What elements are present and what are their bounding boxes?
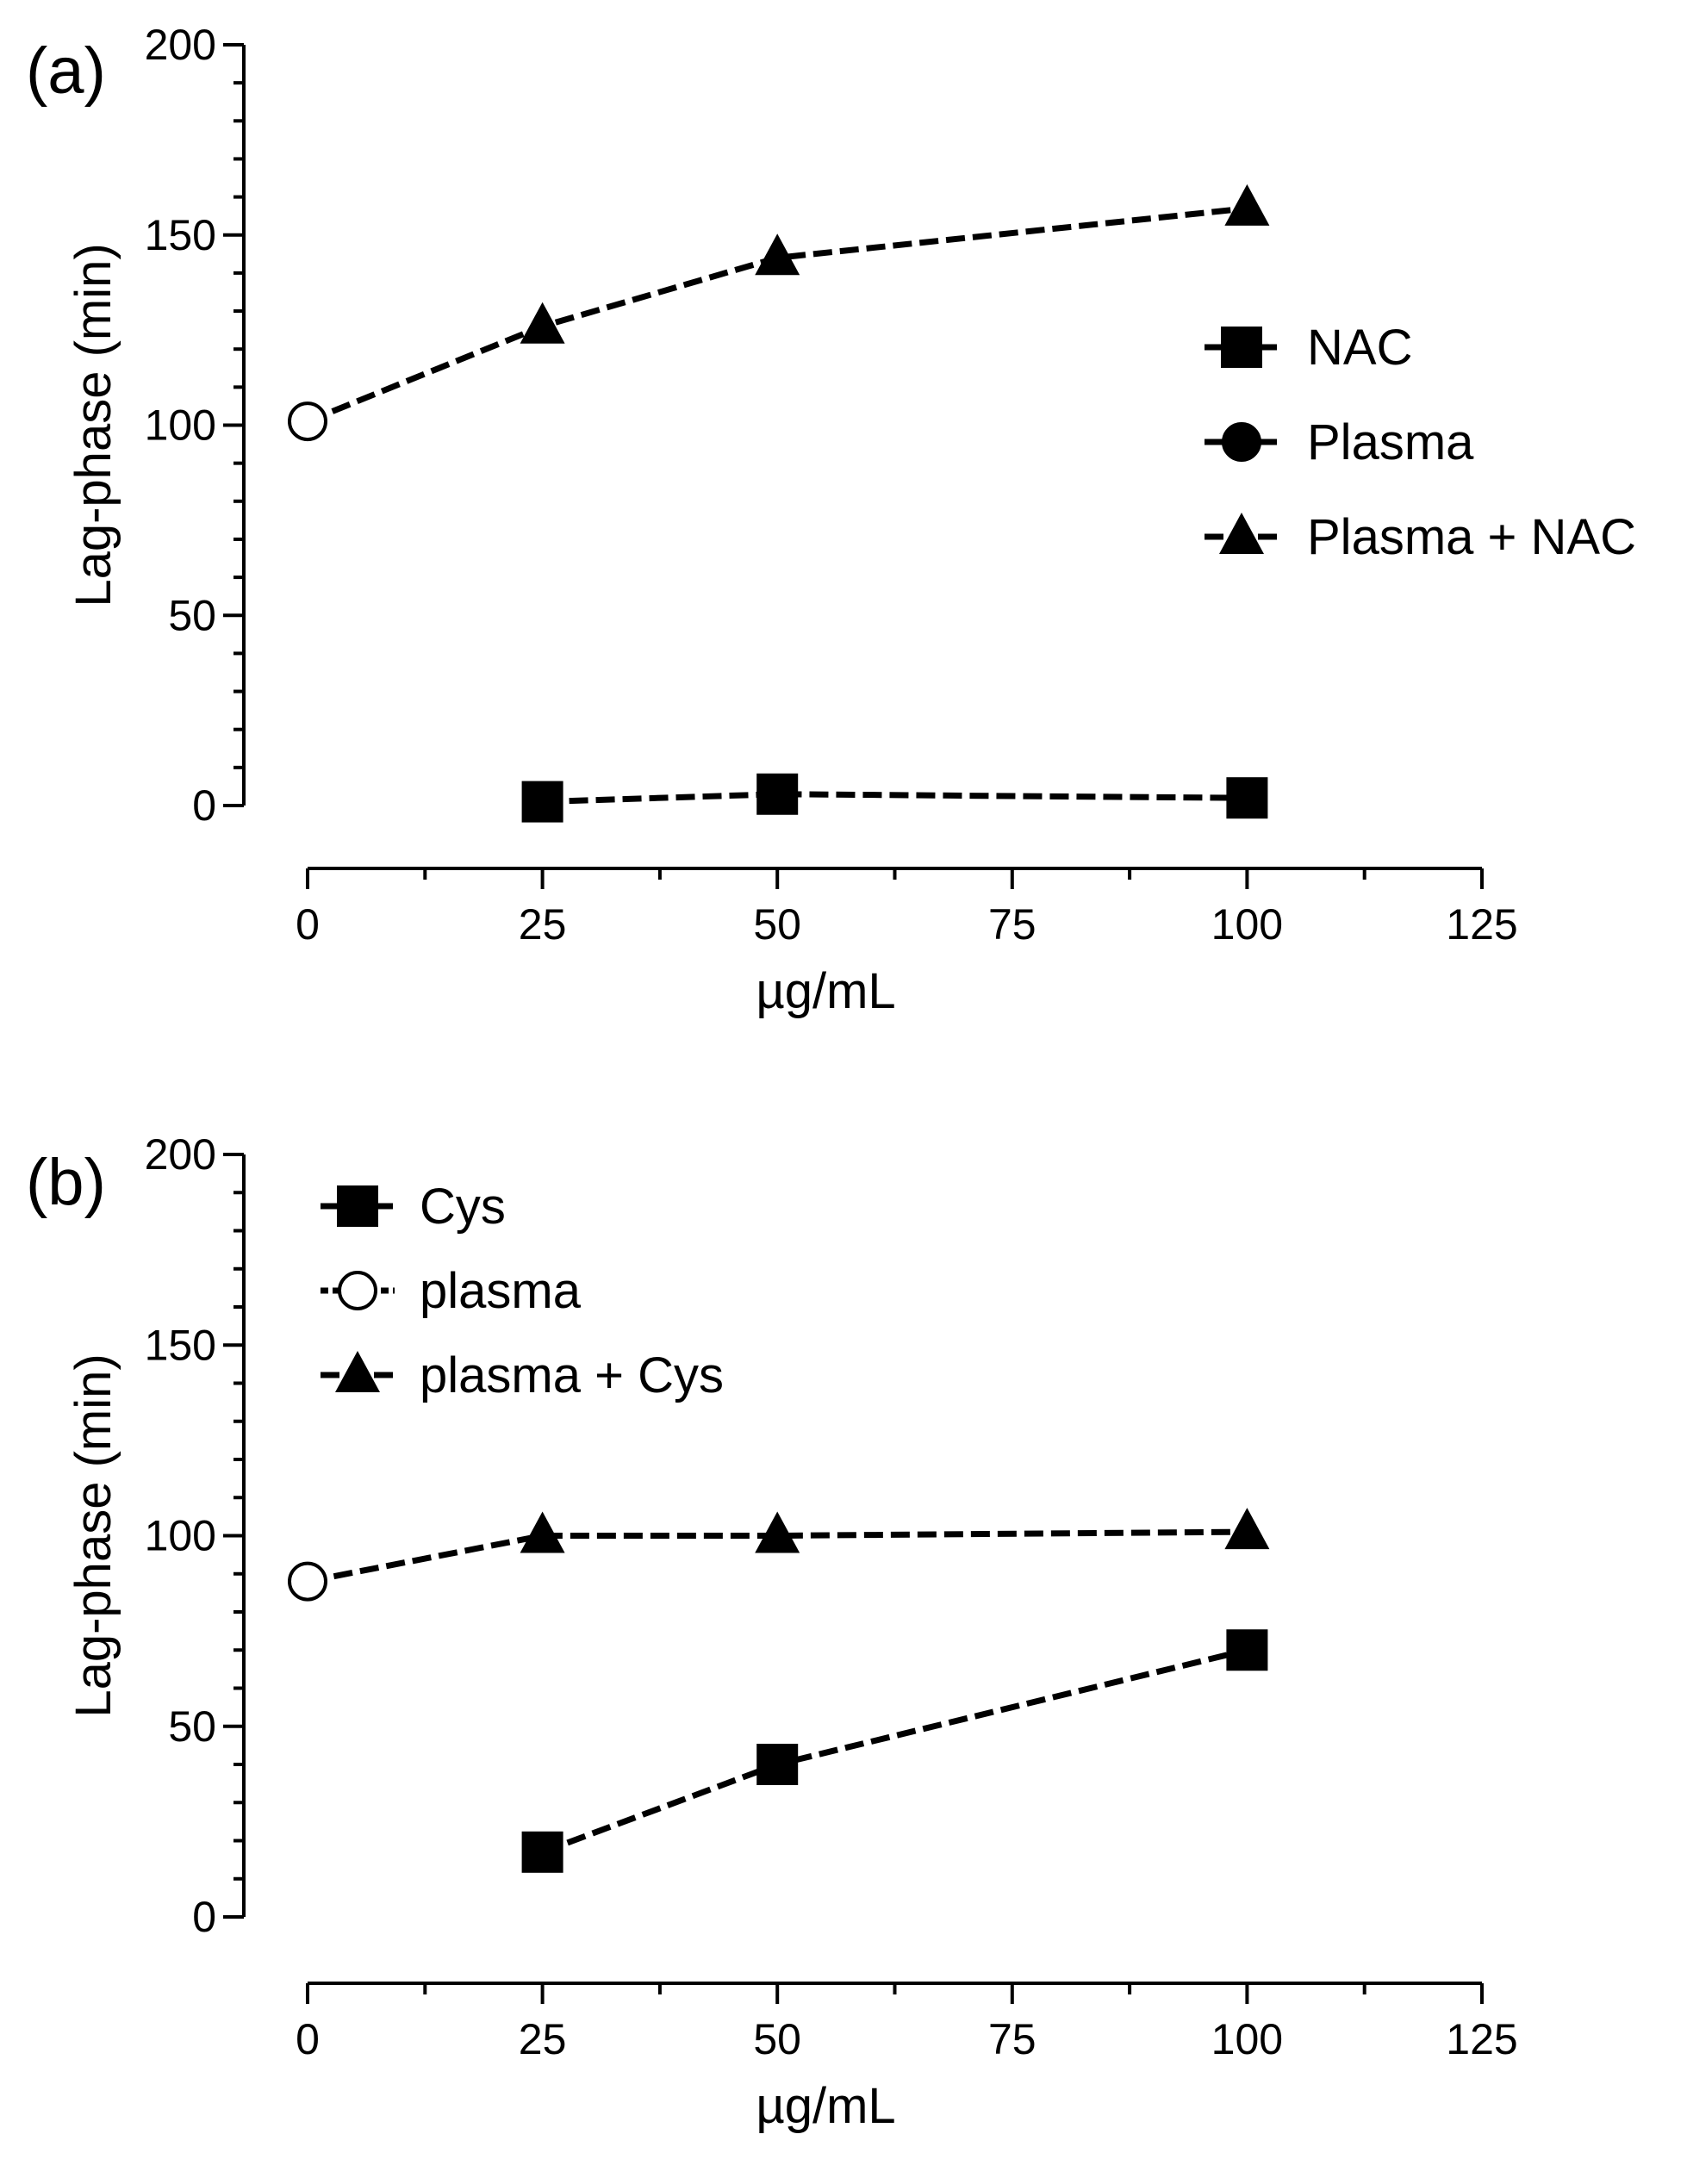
legend-entry: plasma + Cys xyxy=(321,1347,724,1403)
y-tick-label: 100 xyxy=(145,1512,216,1560)
series-line-triangle xyxy=(307,1528,1248,1585)
data-point-square xyxy=(1226,777,1268,819)
legend-marker-triangle xyxy=(1219,513,1264,554)
y-tick-label: 50 xyxy=(168,1702,216,1751)
legend-marker-circle xyxy=(1222,422,1261,462)
y-tick-label: 200 xyxy=(145,1130,216,1179)
panel-label: (a) xyxy=(26,34,106,108)
x-tick-label: 50 xyxy=(753,900,801,949)
legend-marker-square xyxy=(1221,327,1262,368)
y-tick-label: 0 xyxy=(192,1893,216,1941)
legend-marker-square xyxy=(337,1185,378,1227)
data-point-square xyxy=(521,1831,563,1873)
legend-marker-triangle xyxy=(335,1351,380,1392)
y-axis-label: Lag-phase (min) xyxy=(65,243,121,607)
x-tick-label: 0 xyxy=(296,2015,320,2063)
y-tick-label: 200 xyxy=(145,21,216,69)
data-point-triangle xyxy=(755,233,800,276)
y-axis-label: Lag-phase (min) xyxy=(65,1353,121,1717)
x-tick-label: 75 xyxy=(988,900,1036,949)
data-point-triangle xyxy=(1224,1508,1270,1550)
x-tick-label: 125 xyxy=(1446,900,1517,949)
legend-entry: Plasma + NAC xyxy=(1205,509,1636,565)
x-tick-label: 25 xyxy=(519,900,567,949)
x-tick-label: 75 xyxy=(988,2015,1036,2063)
data-point-triangle xyxy=(520,302,565,344)
y-tick-label: 150 xyxy=(145,211,216,259)
legend-entry: NAC xyxy=(1205,320,1412,376)
data-point-square xyxy=(1226,1629,1268,1671)
data-point-square xyxy=(521,781,563,823)
data-point-square xyxy=(756,1744,799,1785)
series-line-triangle xyxy=(306,205,1248,425)
data-point-triangle xyxy=(755,1511,800,1553)
x-axis-label: µg/mL xyxy=(756,963,895,1019)
x-tick-label: 0 xyxy=(296,900,320,949)
legend-label: Cys xyxy=(420,1179,506,1235)
legend-label: Plasma + NAC xyxy=(1307,509,1636,565)
x-tick-label: 100 xyxy=(1211,900,1283,949)
x-tick-label: 100 xyxy=(1211,2015,1283,2063)
data-point-circle xyxy=(288,401,327,442)
data-point-triangle xyxy=(1224,184,1270,226)
chart-panel-b: (b) 0 50 100 150 200 Lag-phase (min) 0 25 50 75 100… xyxy=(26,1130,1518,2134)
legend-entry: Plasma xyxy=(1205,414,1474,470)
y-tick-label: 150 xyxy=(145,1321,216,1369)
panel-label: (b) xyxy=(26,1146,106,1219)
x-tick-label: 125 xyxy=(1446,2015,1517,2063)
legend-marker-circle xyxy=(338,1271,377,1310)
legend-label: plasma + Cys xyxy=(420,1347,724,1403)
y-tick-label: 50 xyxy=(168,591,216,639)
legend-label: plasma xyxy=(420,1263,582,1319)
x-axis-label: µg/mL xyxy=(756,2078,895,2134)
series-line-square xyxy=(541,1646,1248,1856)
chart-panel-a: (a) 0 50 100 150 200 Lag-phase (min) 0 25 50 75 100… xyxy=(26,21,1636,1019)
legend-entry: plasma xyxy=(321,1263,582,1319)
y-tick-label: 100 xyxy=(145,401,216,450)
legend-entry: Cys xyxy=(321,1179,506,1235)
legend-label: Plasma xyxy=(1307,414,1474,470)
data-point-triangle xyxy=(520,1511,565,1553)
x-tick-label: 25 xyxy=(519,2015,567,2063)
legend-label: NAC xyxy=(1307,320,1412,376)
data-point-square xyxy=(756,773,799,815)
data-point-circle xyxy=(288,1561,327,1602)
x-tick-label: 50 xyxy=(753,2015,801,2063)
series-line-square xyxy=(542,791,1248,806)
y-tick-label: 0 xyxy=(192,781,216,830)
